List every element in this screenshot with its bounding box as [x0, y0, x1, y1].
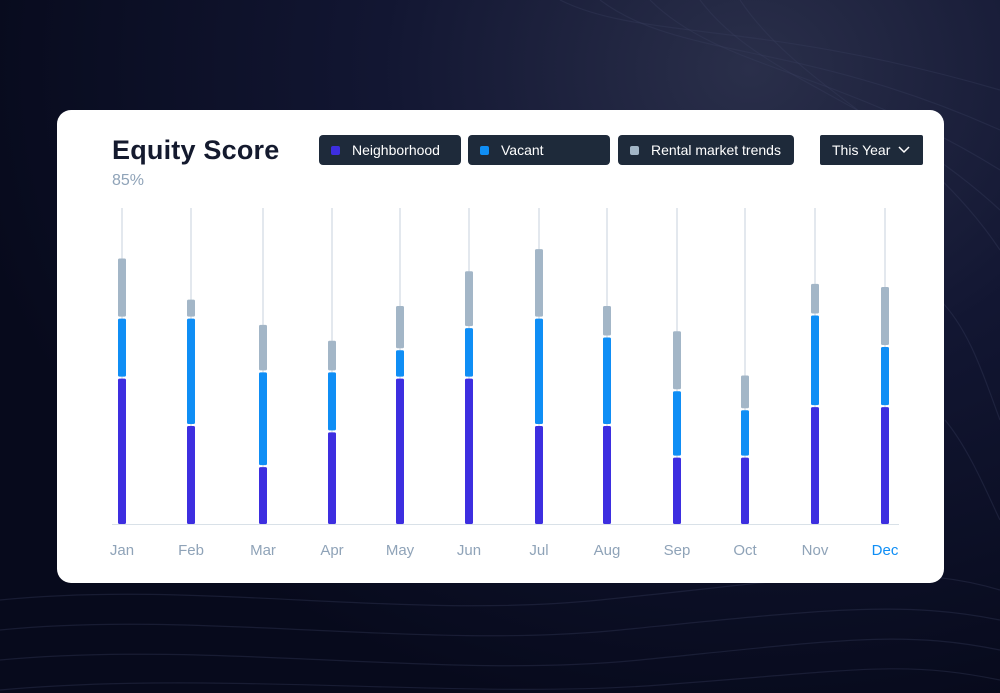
- equity-score-card: Equity Score 85% Neighborhood Vacant Ren…: [57, 110, 944, 583]
- x-tick-label-jul: Jul: [529, 542, 548, 559]
- bar-rental-market-trends-jun: [465, 271, 473, 327]
- legend-swatch-vacant: [480, 145, 489, 155]
- legend-swatch-rental-market-trends: [630, 145, 639, 155]
- bar-neighborhood-aug: [603, 426, 611, 524]
- bar-vacant-jan: [118, 318, 126, 377]
- legend-label-vacant: Vacant: [501, 142, 544, 158]
- legend-label-rental-market-trends: Rental market trends: [651, 142, 781, 158]
- bar-neighborhood-jun: [465, 378, 473, 524]
- x-tick-label-mar: Mar: [250, 542, 276, 559]
- x-tick-label-feb: Feb: [178, 542, 204, 559]
- bar-vacant-dec: [881, 347, 889, 406]
- bar-rental-market-trends-jan: [118, 258, 126, 317]
- x-tick-label-oct: Oct: [733, 542, 757, 559]
- legend-item-neighborhood[interactable]: Neighborhood: [319, 135, 461, 165]
- bar-rental-market-trends-apr: [328, 340, 336, 371]
- bar-vacant-jul: [535, 318, 543, 425]
- bar-rental-market-trends-dec: [881, 287, 889, 346]
- period-select[interactable]: This Year: [820, 135, 923, 165]
- bar-vacant-may: [396, 350, 404, 377]
- bar-neighborhood-feb: [187, 426, 195, 524]
- bar-vacant-oct: [741, 410, 749, 456]
- bar-vacant-aug: [603, 337, 611, 425]
- bar-rental-market-trends-feb: [187, 299, 195, 317]
- x-tick-label-dec: Dec: [872, 542, 899, 559]
- x-tick-label-sep: Sep: [664, 542, 691, 559]
- equity-score-chart: Jan Feb Mar Apr May Jun Jul Aug Sep Oct Nov Dec: [110, 208, 899, 559]
- bar-vacant-apr: [328, 372, 336, 431]
- bar-neighborhood-dec: [881, 407, 889, 524]
- legend-item-vacant[interactable]: Vacant: [468, 135, 610, 165]
- x-tick-label-jun: Jun: [457, 542, 481, 559]
- bar-neighborhood-oct: [741, 457, 749, 524]
- bar-neighborhood-nov: [811, 407, 819, 524]
- bar-rental-market-trends-may: [396, 305, 404, 349]
- bar-neighborhood-apr: [328, 432, 336, 524]
- bar-rental-market-trends-nov: [811, 283, 819, 314]
- x-tick-label-may: May: [386, 542, 415, 559]
- chevron-down-icon: [898, 146, 910, 154]
- legend-item-rental-market-trends[interactable]: Rental market trends: [618, 135, 794, 165]
- bar-rental-market-trends-oct: [741, 375, 749, 409]
- bar-rental-market-trends-sep: [673, 331, 681, 390]
- x-tick-label-apr: Apr: [320, 542, 343, 559]
- bar-rental-market-trends-mar: [259, 324, 267, 371]
- bar-rental-market-trends-jul: [535, 249, 543, 317]
- period-select-value: This Year: [832, 142, 891, 158]
- bar-neighborhood-may: [396, 378, 404, 524]
- bar-neighborhood-sep: [673, 457, 681, 524]
- bar-vacant-sep: [673, 391, 681, 456]
- x-tick-label-aug: Aug: [594, 542, 621, 559]
- bar-vacant-mar: [259, 372, 267, 466]
- legend-swatch-neighborhood: [331, 145, 340, 155]
- x-tick-label-nov: Nov: [802, 542, 829, 559]
- bar-vacant-jun: [465, 328, 473, 377]
- bar-rental-market-trends-aug: [603, 305, 611, 336]
- card-title: Equity Score: [112, 135, 280, 165]
- bar-neighborhood-jan: [118, 378, 126, 524]
- card-subtitle: 85%: [112, 172, 145, 189]
- bar-vacant-nov: [811, 315, 819, 406]
- bar-neighborhood-jul: [535, 426, 543, 524]
- x-tick-label-jan: Jan: [110, 542, 134, 559]
- bar-neighborhood-mar: [259, 467, 267, 524]
- bar-vacant-feb: [187, 318, 195, 425]
- legend-label-neighborhood: Neighborhood: [352, 142, 440, 158]
